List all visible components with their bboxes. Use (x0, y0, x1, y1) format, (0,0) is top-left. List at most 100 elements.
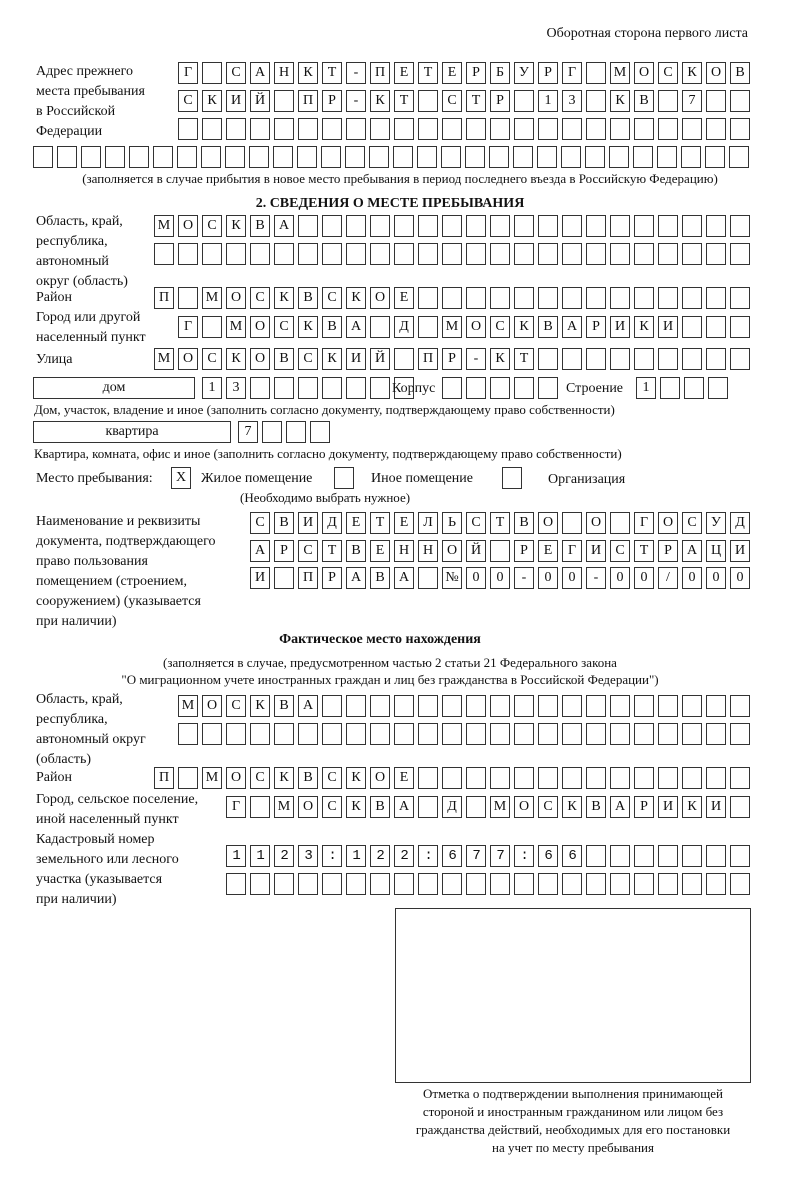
letter-cell[interactable] (226, 873, 246, 895)
letter-cell[interactable] (442, 767, 462, 789)
letter-cell[interactable] (370, 118, 390, 140)
letter-cell[interactable]: В (298, 287, 318, 309)
letter-cell[interactable] (466, 118, 486, 140)
letter-cell[interactable] (105, 146, 125, 168)
letter-cell[interactable] (225, 146, 245, 168)
letter-cell[interactable]: К (562, 796, 582, 818)
letter-cell[interactable]: 0 (562, 567, 582, 589)
letter-cell[interactable]: С (250, 287, 270, 309)
letter-cell[interactable]: Р (586, 316, 606, 338)
letter-cell[interactable]: К (298, 316, 318, 338)
letter-cell[interactable]: О (442, 540, 462, 562)
letter-cell[interactable] (730, 118, 750, 140)
letter-cell[interactable] (466, 796, 486, 818)
letter-cell[interactable] (250, 845, 270, 867)
letter-cell[interactable] (298, 845, 318, 867)
letter-cell[interactable]: - (586, 567, 606, 589)
letter-cell[interactable] (466, 723, 486, 745)
letter-cell[interactable] (562, 243, 582, 265)
letter-cell[interactable] (490, 243, 510, 265)
letter-cell[interactable]: У (706, 512, 726, 534)
letter-cell[interactable]: В (274, 695, 294, 717)
letter-cell[interactable] (538, 695, 558, 717)
letter-cell[interactable] (682, 873, 702, 895)
letter-cell[interactable] (514, 845, 534, 867)
letter-cell[interactable] (418, 215, 438, 237)
letter-cell[interactable] (274, 90, 294, 112)
letter-cell[interactable] (394, 215, 414, 237)
letter-cell[interactable] (81, 146, 101, 168)
letter-cell[interactable]: 1 (538, 90, 558, 112)
letter-cell[interactable]: Т (322, 540, 342, 562)
letter-cell[interactable] (586, 62, 606, 84)
letter-cell[interactable] (514, 695, 534, 717)
letter-cell[interactable]: С (466, 512, 486, 534)
letter-cell[interactable]: К (346, 767, 366, 789)
letter-cell[interactable] (226, 243, 246, 265)
letter-cell[interactable]: О (466, 316, 486, 338)
letter-cell[interactable]: О (586, 512, 606, 534)
letter-cell[interactable]: 0 (634, 567, 654, 589)
letter-cell[interactable]: Т (394, 90, 414, 112)
letter-cell[interactable] (730, 767, 750, 789)
letter-cell[interactable]: Ь (442, 512, 462, 534)
letter-cell[interactable] (682, 316, 702, 338)
letter-cell[interactable]: М (274, 796, 294, 818)
letter-cell[interactable] (682, 767, 702, 789)
letter-cell[interactable] (370, 316, 390, 338)
letter-cell[interactable]: А (394, 567, 414, 589)
letter-cell[interactable] (418, 873, 438, 895)
letter-cell[interactable] (394, 348, 414, 370)
letter-cell[interactable] (561, 146, 581, 168)
letter-cell[interactable] (682, 287, 702, 309)
letter-cell[interactable] (660, 377, 680, 399)
letter-cell[interactable] (250, 377, 270, 399)
letter-cell[interactable]: С (250, 512, 270, 534)
letter-cell[interactable] (250, 873, 270, 895)
letter-cell[interactable]: Й (466, 540, 486, 562)
letter-cell[interactable] (274, 723, 294, 745)
letter-cell[interactable] (274, 377, 294, 399)
letter-cell[interactable] (610, 512, 630, 534)
letter-cell[interactable]: 7 (682, 90, 702, 112)
letter-cell[interactable] (514, 767, 534, 789)
letter-cell[interactable]: А (250, 540, 270, 562)
letter-cell[interactable] (418, 796, 438, 818)
letter-cell[interactable] (346, 723, 366, 745)
letter-cell[interactable]: С (250, 767, 270, 789)
letter-cell[interactable]: С (442, 90, 462, 112)
letter-cell[interactable] (730, 316, 750, 338)
letter-cell[interactable] (490, 695, 510, 717)
letter-cell[interactable] (610, 845, 630, 867)
letter-cell[interactable]: Р (322, 90, 342, 112)
letter-cell[interactable] (202, 118, 222, 140)
letter-cell[interactable]: О (634, 62, 654, 84)
letter-cell[interactable]: Т (466, 90, 486, 112)
letter-cell[interactable] (346, 845, 366, 867)
letter-cell[interactable]: 0 (706, 567, 726, 589)
letter-cell[interactable] (562, 118, 582, 140)
letter-cell[interactable] (370, 873, 390, 895)
option-residential-checkbox[interactable]: X (171, 467, 191, 489)
letter-cell[interactable] (514, 287, 534, 309)
letter-cell[interactable] (562, 512, 582, 534)
letter-cell[interactable]: М (154, 348, 174, 370)
letter-cell[interactable] (609, 146, 629, 168)
letter-cell[interactable] (178, 723, 198, 745)
letter-cell[interactable] (490, 215, 510, 237)
letter-cell[interactable] (730, 723, 750, 745)
letter-cell[interactable] (490, 873, 510, 895)
letter-cell[interactable] (201, 146, 221, 168)
letter-cell[interactable]: У (514, 62, 534, 84)
letter-cell[interactable] (705, 146, 725, 168)
letter-cell[interactable] (538, 243, 558, 265)
letter-cell[interactable] (418, 567, 438, 589)
letter-cell[interactable]: Р (634, 796, 654, 818)
letter-cell[interactable] (538, 118, 558, 140)
letter-cell[interactable]: О (298, 796, 318, 818)
letter-cell[interactable] (562, 215, 582, 237)
letter-cell[interactable] (610, 348, 630, 370)
option-other-premises-checkbox[interactable] (334, 467, 354, 489)
letter-cell[interactable] (538, 348, 558, 370)
letter-cell[interactable] (514, 118, 534, 140)
